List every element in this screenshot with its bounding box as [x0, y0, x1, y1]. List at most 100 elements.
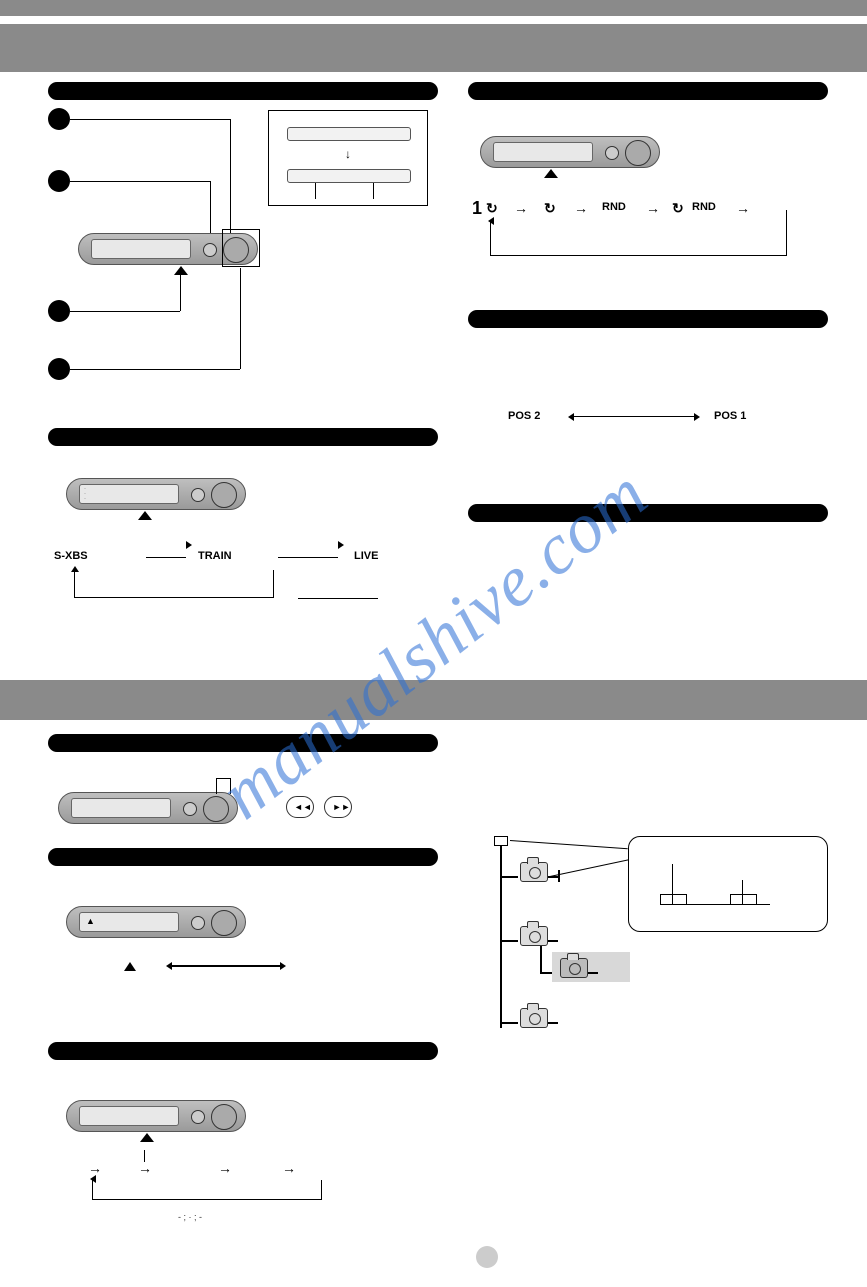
section-bar-l3 [48, 734, 438, 752]
device-dpad [211, 1104, 237, 1130]
callout-inner-v2 [742, 880, 743, 904]
step-4 [48, 358, 70, 380]
dpad-leader-v2 [230, 778, 231, 794]
device-screen: ··· [79, 484, 179, 504]
tree-stub [588, 972, 598, 974]
dpad-highlight-box [222, 229, 260, 267]
tree-branch [500, 1022, 518, 1024]
tree-trunk [500, 846, 502, 1028]
callout-inner-box1b [660, 894, 661, 904]
mode-1-label: 1 [472, 198, 482, 219]
device-center-btn [183, 802, 197, 816]
device-screen: ▲ [79, 912, 179, 932]
callout-inner-box2b [730, 894, 731, 904]
down-arrow-icon: ↓ [345, 147, 351, 161]
folder-icon [520, 1008, 548, 1028]
prev-next-buttons: ◄◄ ►► [286, 796, 352, 818]
pos-1-label: POS 1 [714, 410, 746, 422]
callout-tick-1 [315, 183, 316, 199]
up-triangle-icon: ▲ [86, 916, 95, 926]
device-body: ··· [66, 478, 246, 510]
mode-rnd: RND [602, 201, 626, 213]
repeat-icon: ↻ [544, 200, 556, 217]
callout-inner-box1 [660, 894, 686, 895]
eq-live: LIVE [354, 550, 378, 562]
device-center-btn [203, 243, 217, 257]
arrow-icon: → [736, 200, 750, 216]
arrow-icon: → [138, 1160, 152, 1176]
step-3 [48, 300, 70, 322]
device-screen [71, 798, 171, 818]
arrow-icon: → [282, 1160, 296, 1176]
device-dpad [211, 482, 237, 508]
playmode-sequence: 1 ↻ → ↻ → RND → ↻ RND → [468, 198, 828, 218]
callout-tick-2 [373, 183, 374, 199]
callout-inner-h [660, 904, 770, 905]
device-dpad [211, 910, 237, 936]
device-screen [79, 1106, 179, 1126]
seq-tick [144, 1150, 145, 1162]
screen-dots: ··· [84, 487, 86, 502]
page-root: ↓ ··· S-XBS TRAIN [0, 0, 867, 1287]
device-illus-5 [66, 1092, 246, 1134]
top-band-2 [0, 24, 867, 72]
arrow-icon: → [574, 200, 588, 216]
leader-1 [70, 119, 230, 120]
section-bar-r1 [468, 82, 828, 100]
eq-loop-stub [298, 598, 378, 599]
arrow-icon: → [646, 200, 660, 216]
arrow-seq-loopback [92, 1180, 322, 1200]
mid-band [0, 680, 867, 720]
callout-tail-1 [510, 840, 628, 849]
top-band-1 [0, 0, 867, 16]
dpad-leader-h [216, 778, 230, 779]
folder-icon-active [560, 958, 588, 978]
arrow-icon: → [514, 200, 528, 216]
tree-subtrunk [540, 946, 542, 972]
tree-stub [548, 940, 558, 942]
leader-4v [240, 268, 241, 369]
device-center-btn [605, 146, 619, 160]
tree-callout [628, 836, 828, 932]
display-callout: ↓ [268, 110, 428, 206]
repeat-icon: ↻ [672, 200, 684, 217]
twoway-arrow [166, 962, 286, 970]
device-pointer [140, 1133, 154, 1142]
step-1 [48, 108, 70, 130]
repeat-icon: ↻ [486, 200, 498, 217]
callout-inner-box2c [756, 894, 757, 904]
section-bar-2 [48, 428, 438, 446]
tree-stub-v [558, 870, 560, 882]
device-dpad [625, 140, 651, 166]
loop-arrowhead [71, 566, 79, 572]
device-pointer [174, 266, 188, 275]
pos-2-label: POS 2 [508, 410, 540, 422]
device-illus-1 [78, 225, 258, 267]
callout-tail-2 [550, 859, 628, 877]
device-dpad [203, 796, 229, 822]
eq-loopback [74, 570, 274, 598]
device-center-btn [191, 488, 205, 502]
up-triangle-icon [124, 962, 136, 971]
leader-4 [70, 369, 240, 370]
section-bar-r3 [468, 504, 828, 522]
loop-arrowhead [488, 217, 494, 225]
eq-sxbs: S-XBS [54, 550, 88, 562]
dpad-leader-v1 [216, 778, 217, 794]
device-center-btn [191, 1110, 205, 1124]
device-screen [91, 239, 191, 259]
device-illus-3 [58, 784, 238, 826]
leader-2 [70, 181, 210, 182]
display-state-2 [287, 169, 411, 183]
playmode-loopback [490, 222, 786, 256]
arrow-icon [278, 548, 338, 566]
step-2 [48, 170, 70, 192]
mode-rnd-repeat: RND [692, 201, 716, 213]
device-pointer [138, 511, 152, 520]
callout-inner-v1 [672, 864, 673, 904]
section-bar-1 [48, 82, 438, 100]
device-body: ▲ [66, 906, 246, 938]
callout-inner-box1c [686, 894, 687, 904]
leader-1v [230, 119, 231, 233]
arrow-icon: → [218, 1160, 232, 1176]
